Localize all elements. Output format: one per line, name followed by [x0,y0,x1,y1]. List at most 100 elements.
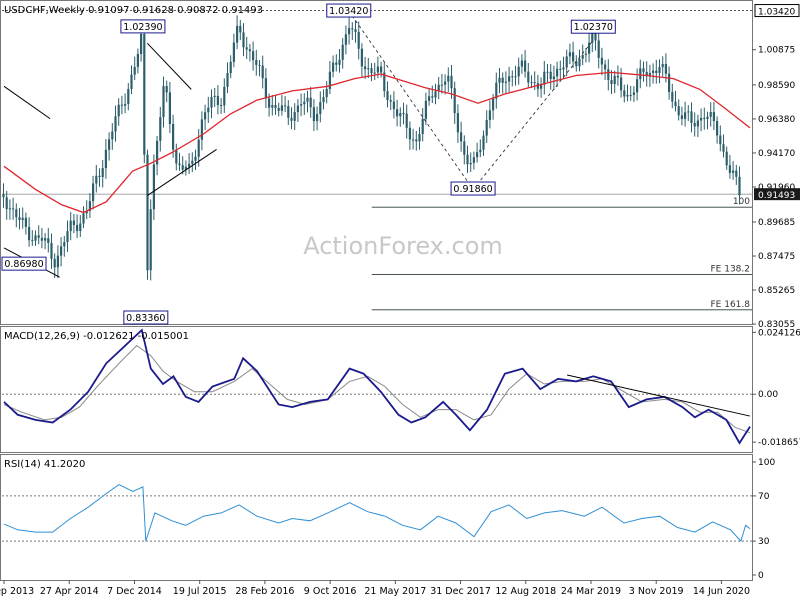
candle-body [725,151,728,166]
dashed-swing-line [472,39,594,190]
candle-body [415,139,418,142]
candle-body [124,103,127,106]
date-tick-label: 9 Oct 2016 [304,586,357,597]
candle-body [367,68,370,70]
candle-body [133,66,136,75]
candle-body [287,106,290,118]
high-price-label: 1.03420 [758,8,795,18]
last-price-box [754,188,800,201]
candle-body [556,68,559,77]
candle-body [418,134,421,142]
candle-body [690,111,693,123]
candle-body [732,170,735,173]
dashed-swing-line [348,10,474,190]
candle-body [95,175,98,184]
macd-signal-line [3,344,751,434]
candle-body [88,201,91,211]
candle-body [24,217,27,227]
candle-body [700,117,703,121]
candle-body [412,139,415,141]
candle-body [722,144,725,152]
candle-body [37,235,40,238]
candle-body [738,176,741,196]
candle-body [492,98,495,111]
candle-body [626,94,629,97]
fib-level-label: FE 161.8 [711,300,751,310]
candle-body [325,88,328,98]
candle-body [280,105,283,111]
candle-body [668,73,671,93]
candle-body [348,28,351,35]
candle-body [719,135,722,145]
candle-body [146,154,149,271]
candle-body [456,113,459,133]
price-tick-label: 0.89685 [758,218,795,228]
candle-body [117,104,120,117]
trendline [147,148,217,197]
candle-body [658,67,661,74]
candle-body [434,91,437,98]
candle-body [472,157,475,163]
candle-body [72,220,75,226]
macd-tick-label: 0.024126 [758,328,800,338]
candle-body [680,115,683,119]
candle-body [546,71,549,73]
candle-body [712,111,715,122]
candle-body [597,40,600,58]
candle-body [552,76,555,80]
pivot-label: 1.02370 [574,22,613,33]
candle-body [610,79,613,85]
fib-level-label: FE 138.2 [711,264,751,274]
macd-title: MACD(12,26,9) -0.012621 -0.015001 [4,331,189,342]
candle-body [18,217,21,221]
candle-body [463,141,466,155]
candle-body [328,71,331,89]
candle-body [108,139,111,150]
axis-layer: 1.00875 0.98590 0.96380 0.94170 0.91960 0.896… [0,4,800,597]
candle-body [648,72,651,77]
candle-body [296,105,299,113]
candle-body [636,79,639,93]
candle-body [501,77,504,83]
trendline [3,85,51,120]
date-tick-label: 14 Jun 2020 [693,586,750,597]
candle-body [524,60,527,72]
candle-body [341,44,344,60]
candle-body [431,96,434,98]
moving-average-line [3,71,751,214]
candle-body [527,71,530,83]
date-tick-label: 12 Aug 2018 [495,586,556,597]
macd-layer [2,328,752,445]
candle-body [63,242,66,247]
candle-body [15,209,18,218]
candle-body [578,58,581,67]
price-tick-label: 0.94170 [758,149,795,159]
candle-body [56,255,59,268]
candle-body [639,68,642,80]
candle-body [620,77,623,91]
candle-body [645,71,648,77]
candle-body [194,156,197,161]
candle-body [364,66,367,70]
candle-body [229,61,232,74]
candle-body [290,117,293,121]
date-tick-label: 28 Feb 2016 [235,586,294,597]
candle-body [396,109,399,117]
candle-body [5,197,8,210]
candle-body [200,119,203,140]
candle-body [188,163,191,167]
candle-body [60,246,63,256]
candle-body [197,139,200,157]
candle-body [156,140,159,165]
rsi-tick-label: 70 [758,492,770,502]
candle-body [591,30,594,43]
candle-body [383,72,386,92]
candle-body [8,208,11,210]
candle-body [149,209,152,271]
candle-body [274,105,277,109]
price-tick-label: 1.00875 [758,46,795,56]
candle-body [488,110,491,120]
candle-body [520,60,523,67]
date-tick-label: 27 Apr 2014 [40,586,99,597]
